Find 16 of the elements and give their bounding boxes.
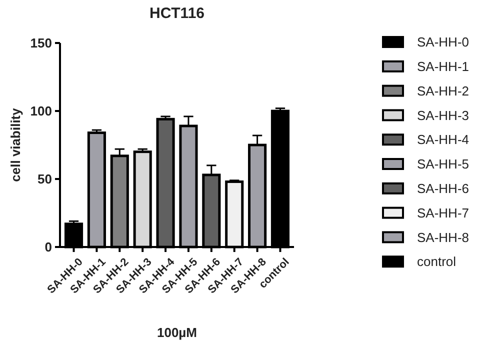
y-axis-title: cell viability (8, 107, 23, 182)
legend-label: SA-HH-0 (417, 34, 470, 50)
y-tick-label: 150 (30, 36, 52, 51)
y-tick-label: 0 (44, 240, 52, 255)
legend-label: SA-HH-6 (417, 180, 470, 196)
legend-label: SA-HH-4 (417, 132, 470, 148)
legend-label: SA-HH-1 (417, 58, 470, 74)
chart-title: HCT116 (149, 5, 205, 22)
legend-label: SA-HH-5 (417, 156, 470, 172)
legend-label: SA-HH-8 (417, 230, 470, 245)
y-tick-label: 50 (38, 172, 52, 187)
x-axis-title: 100µM (156, 325, 198, 340)
legend-label: SA-HH-2 (417, 83, 470, 98)
legend-label: SA-HH-7 (417, 205, 470, 220)
y-tick-label: 100 (30, 104, 52, 119)
legend-label: SA-HH-3 (417, 108, 470, 123)
